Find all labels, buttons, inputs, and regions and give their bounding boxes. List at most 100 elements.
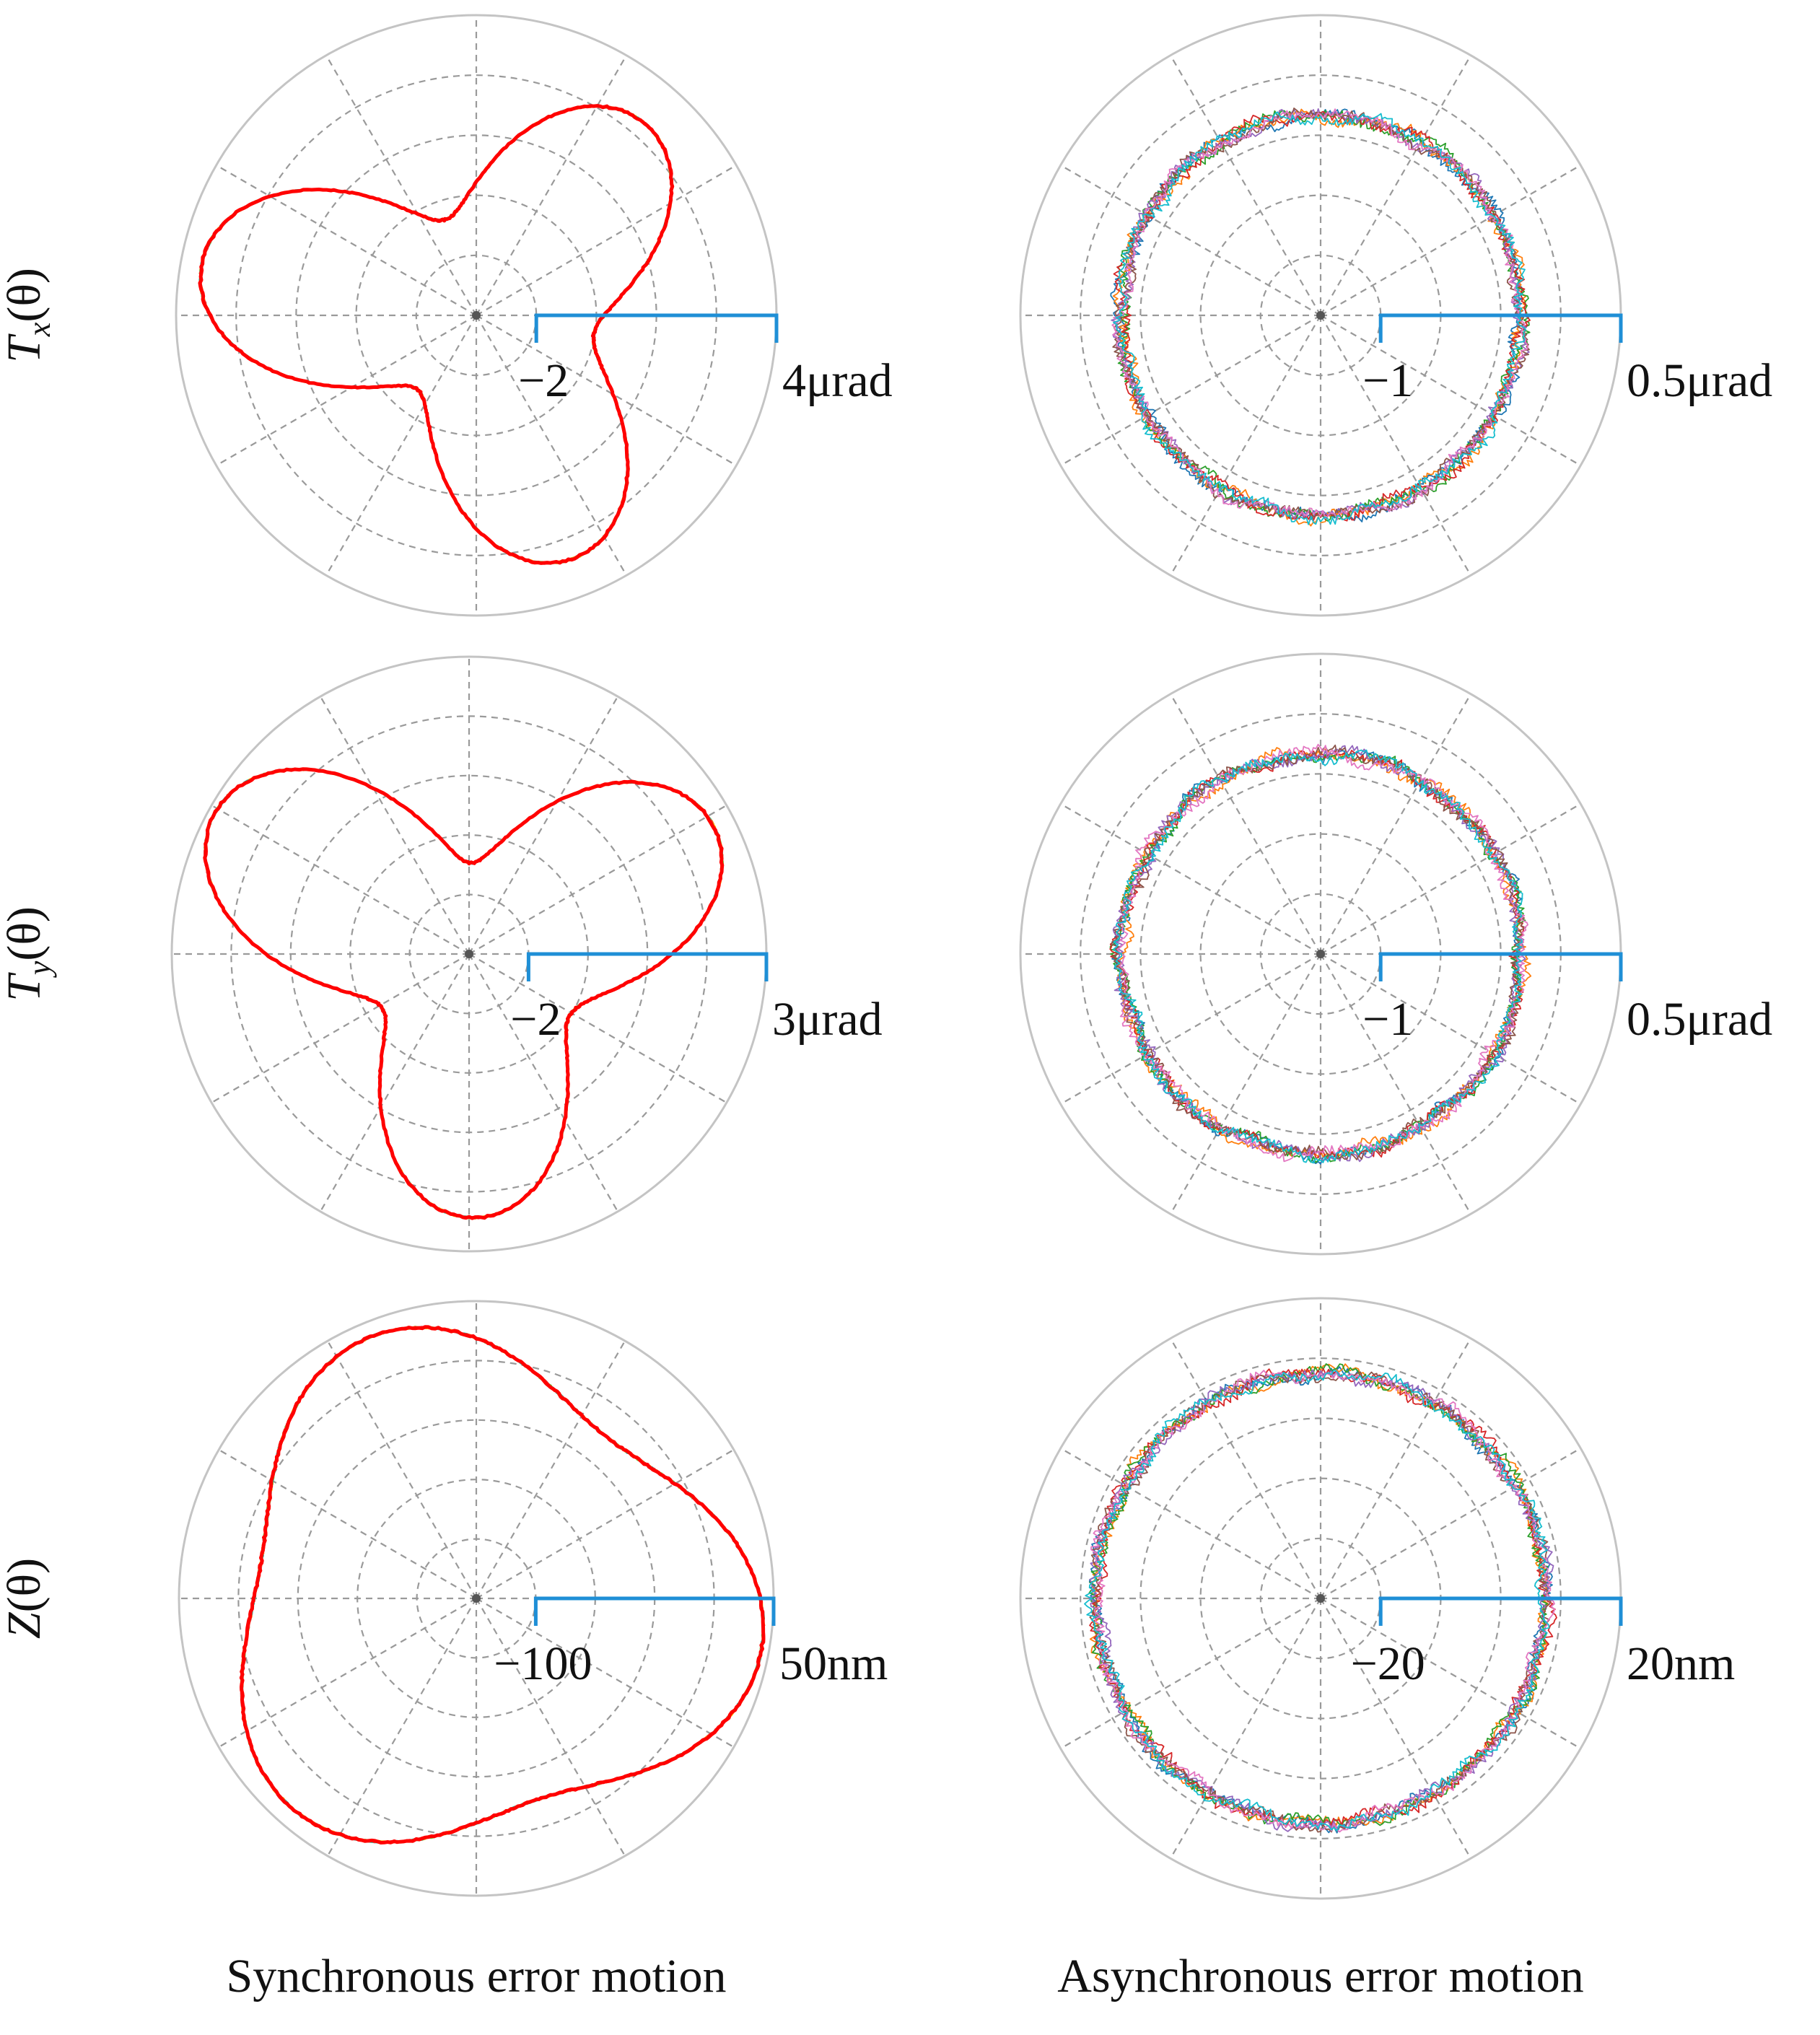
grid-spoke <box>1320 953 1581 1105</box>
row-label-argument: (θ) <box>0 268 51 323</box>
row-label-symbol: T <box>0 972 51 1002</box>
scale-max-label: 0.5μrad <box>1627 354 1772 407</box>
scale-bar <box>526 952 769 981</box>
scale-min-label: −2 <box>510 993 561 1046</box>
scale-bar <box>533 1596 776 1626</box>
series-line-4 <box>1089 1367 1557 1829</box>
grid-spoke <box>476 315 627 576</box>
series-line-6 <box>198 104 675 565</box>
grid-spoke <box>1320 693 1471 955</box>
scale-max-label: 3μrad <box>772 993 883 1046</box>
grid-spoke <box>1060 803 1321 955</box>
polar-panel-4: −1 0.5μrad <box>1019 652 1772 1256</box>
series-line-1 <box>1110 108 1524 522</box>
row-label-subscript: y <box>22 960 57 978</box>
grid-spoke <box>211 805 470 955</box>
scale-bar <box>1378 952 1623 981</box>
series-line-1 <box>198 105 674 565</box>
series-line-2 <box>240 1326 765 1844</box>
center-dot <box>472 1594 481 1603</box>
grid-spoke <box>211 953 470 1103</box>
grid-spoke <box>325 55 477 316</box>
grid-spoke <box>1320 315 1581 466</box>
series-line-5 <box>204 767 724 1220</box>
grid-spoke <box>1170 55 1321 316</box>
scale-max-label: 4μrad <box>782 354 893 407</box>
scale-max-label: 20nm <box>1627 1637 1735 1690</box>
grid-spoke <box>1320 1598 1471 1859</box>
grid-spoke <box>476 1598 626 1857</box>
series-line-5 <box>198 104 673 565</box>
grid-spoke <box>476 55 627 316</box>
grid-spoke <box>1320 165 1581 316</box>
series-line-6 <box>1111 744 1526 1160</box>
row-label-symbol: Z <box>0 1611 51 1639</box>
grid-spoke <box>1170 1598 1321 1859</box>
polar-panel-5: −100 50nm <box>178 1300 888 1897</box>
row-label: Ty(θ) <box>0 906 57 1002</box>
grid-spoke <box>218 1598 477 1748</box>
grid-spoke <box>468 696 618 955</box>
grid-spoke <box>1320 1598 1581 1749</box>
series-line-4 <box>240 1326 765 1844</box>
grid-spoke <box>325 315 477 576</box>
column-label-left: Synchronous error motion <box>227 1950 727 2003</box>
series-line-7 <box>1090 1370 1556 1833</box>
polar-panel-3: −2 3μrad <box>170 655 883 1253</box>
grid-spoke <box>327 1340 477 1599</box>
grid-spoke <box>1320 315 1471 576</box>
series-line-4 <box>1113 110 1531 522</box>
grid-spoke <box>218 1449 477 1599</box>
row-label: Tx(θ) <box>0 268 57 363</box>
scale-min-label: −1 <box>1362 993 1413 1046</box>
series-line-8 <box>1084 1369 1550 1832</box>
grid-spoke <box>476 1449 735 1599</box>
grid-spoke <box>476 165 737 316</box>
series-line-8 <box>1113 749 1523 1164</box>
grid-spoke <box>1170 1338 1321 1599</box>
grid-spoke <box>1170 953 1321 1215</box>
series-line-3 <box>240 1326 765 1844</box>
row-label-symbol: T <box>0 333 51 363</box>
panels-layer: −2 4μrad −1 0.5μrad −2 3μrad −1 0.5μrad −100 50nm… <box>170 14 1772 1900</box>
row-label-argument: (θ) <box>0 1558 51 1613</box>
grid-spoke <box>1170 693 1321 955</box>
grid-spoke <box>1060 1448 1321 1599</box>
grid-spoke <box>476 315 737 466</box>
series-line-2 <box>198 104 673 565</box>
series-line-1 <box>240 1326 766 1844</box>
polar-panel-1: −2 4μrad <box>175 14 893 617</box>
grid-spoke <box>1170 315 1321 576</box>
scale-min-label: −20 <box>1351 1637 1425 1690</box>
series-line-1 <box>204 767 724 1220</box>
series-line-4 <box>204 768 724 1220</box>
grid-spoke <box>320 953 470 1212</box>
scale-bar <box>534 313 779 343</box>
series-line-3 <box>199 105 674 564</box>
grid-spoke <box>1320 1338 1471 1599</box>
row-label-subscript: x <box>22 322 57 337</box>
scale-min-label: −1 <box>1362 354 1413 407</box>
series-line-6 <box>203 767 725 1220</box>
row-label: Z(θ) <box>0 1558 51 1639</box>
scale-max-label: 50nm <box>779 1637 888 1690</box>
grid-spoke <box>1320 803 1581 955</box>
grid-spoke <box>327 1598 477 1857</box>
grid-spoke <box>468 953 618 1212</box>
grid-spoke <box>216 165 477 316</box>
series-line-8 <box>1113 111 1527 525</box>
polar-panel-2: −1 0.5μrad <box>1019 14 1772 617</box>
grid-spoke <box>216 315 477 466</box>
series-line-5 <box>240 1326 766 1844</box>
series-line-4 <box>198 105 673 565</box>
center-dot <box>465 950 473 958</box>
scale-bar <box>1378 1596 1623 1626</box>
center-dot <box>1316 1594 1325 1603</box>
row-labels-layer: Tx(θ)Ty(θ)Z(θ) <box>0 268 57 1639</box>
column-label-right: Asynchronous error motion <box>1057 1950 1584 2003</box>
grid-spoke <box>1060 953 1321 1105</box>
row-label-argument: (θ) <box>0 906 51 961</box>
grid-spoke <box>468 953 727 1103</box>
